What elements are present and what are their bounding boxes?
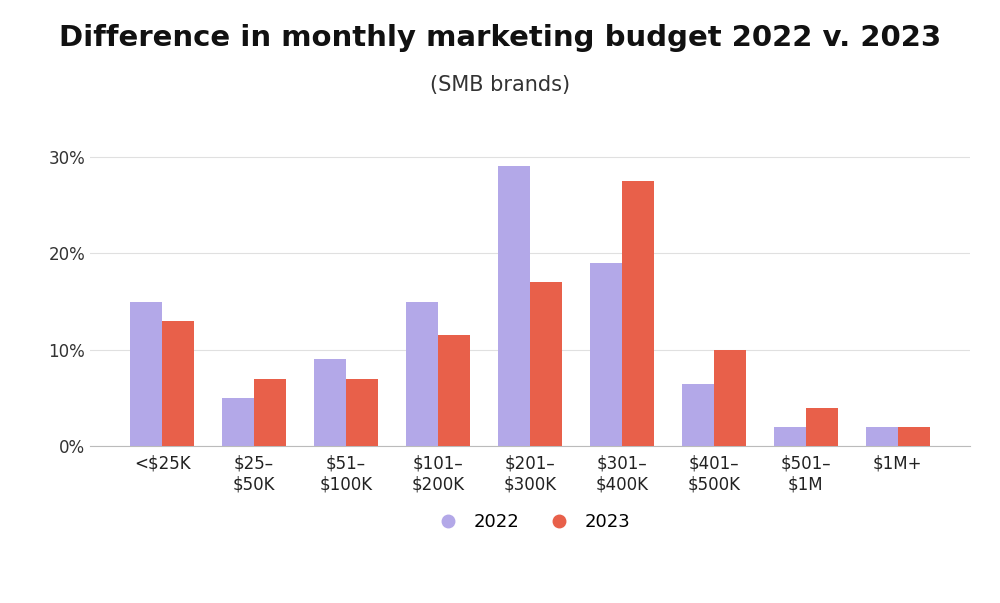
Bar (162, 321, 194, 446)
Text: (SMB brands): (SMB brands) (430, 75, 570, 95)
Text: Difference in monthly marketing budget 2022 v. 2023: Difference in monthly marketing budget 2… (59, 24, 941, 52)
Bar (622, 181, 654, 446)
Bar (866, 427, 898, 446)
Bar (590, 263, 622, 446)
Bar (254, 379, 286, 446)
Bar (438, 335, 470, 446)
Bar (498, 166, 530, 446)
Bar (314, 359, 346, 446)
Bar (682, 384, 714, 446)
Bar (774, 427, 806, 446)
Bar (806, 408, 838, 446)
Bar (130, 302, 162, 446)
Bar (406, 302, 438, 446)
Bar (898, 427, 930, 446)
Bar (714, 350, 746, 446)
Bar (346, 379, 378, 446)
Legend: 2022, 2023: 2022, 2023 (423, 506, 637, 538)
Bar (222, 398, 254, 446)
Bar (530, 282, 562, 446)
